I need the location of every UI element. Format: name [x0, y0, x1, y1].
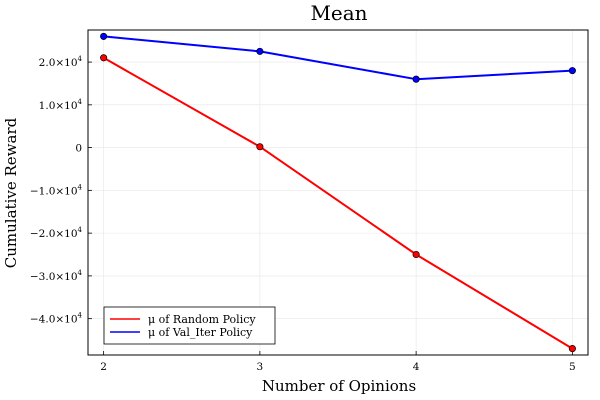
data-point-1	[568, 67, 576, 75]
x-tick-label: 2	[100, 361, 107, 373]
ticks: 2 3 4 52.0×1041.0×1040−1.0×104−2.0×104−3.0×…	[30, 55, 576, 373]
y-tick-label: −3.0×104	[30, 269, 83, 283]
series-group	[100, 32, 576, 353]
x-tick-label: 5	[569, 361, 576, 373]
data-point-1	[256, 47, 264, 55]
plot-frame	[87, 29, 589, 356]
y-tick-mantissa: 2.0×10	[39, 57, 78, 69]
series-line-0	[103, 56, 573, 350]
series-line-1	[103, 35, 573, 81]
y-tick-mantissa: −1.0×10	[30, 185, 78, 197]
y-tick-exponent: 4	[78, 98, 83, 106]
grid	[88, 30, 588, 355]
x-tick-label: 4	[413, 361, 420, 373]
y-tick-exponent: 4	[78, 312, 83, 320]
y-tick-label: −2.0×104	[30, 226, 83, 240]
y-tick-exponent: 4	[78, 183, 83, 191]
x-tick-label: 3	[257, 361, 264, 373]
y-tick-label: 0	[75, 143, 82, 155]
y-tick-exponent: 4	[78, 226, 83, 234]
y-tick-label: −1.0×104	[30, 183, 83, 197]
y-tick-mantissa: 0	[75, 143, 82, 155]
data-point-0	[256, 143, 264, 151]
legend-label: μ of Val_Iter Policy	[148, 326, 253, 339]
y-tick-label: −4.0×104	[30, 312, 83, 326]
legend-box	[103, 306, 276, 345]
y-tick-mantissa: −3.0×10	[30, 271, 78, 283]
y-axis-label: Cumulative Reward	[2, 117, 20, 268]
data-point-0	[100, 54, 108, 62]
data-point-0	[568, 345, 576, 353]
x-axis-label: Number of Opinions	[262, 377, 416, 395]
data-point-1	[412, 75, 420, 83]
y-tick-mantissa: −4.0×10	[30, 314, 78, 326]
data-point-1	[100, 32, 108, 40]
data-point-0	[412, 250, 420, 259]
y-tick-mantissa: 1.0×10	[39, 100, 78, 112]
legend-label: μ of Random Policy	[148, 313, 256, 326]
chart-title: Mean	[310, 1, 367, 25]
y-tick-label: 2.0×104	[39, 55, 83, 69]
y-tick-exponent: 4	[78, 269, 83, 277]
y-tick-exponent: 4	[78, 55, 83, 63]
y-tick-mantissa: −2.0×10	[30, 228, 78, 240]
y-tick-label: 1.0×104	[39, 98, 83, 112]
